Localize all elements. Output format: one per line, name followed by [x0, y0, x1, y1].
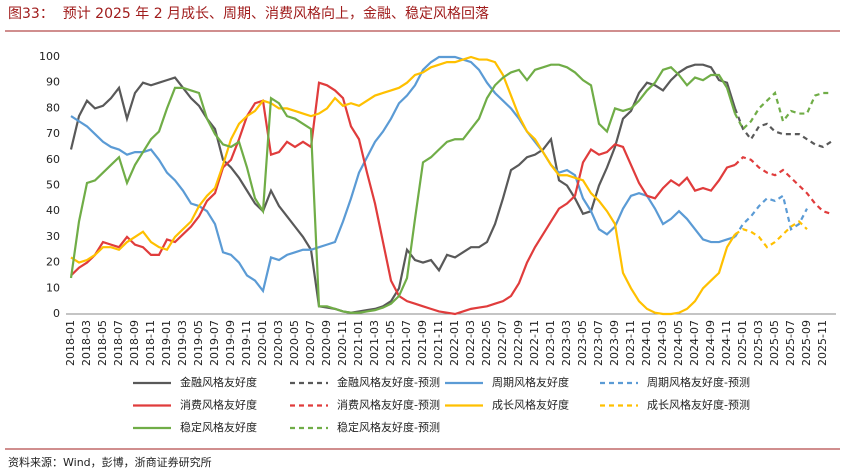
x-tick-label: 2022-01: [448, 320, 461, 366]
x-tick-label: 2022-03: [464, 320, 477, 366]
legend-label: 成长风格友好度: [492, 398, 569, 412]
y-tick-label: 50: [46, 179, 60, 192]
x-tick-label: 2022-11: [528, 320, 541, 366]
x-tick-label: 2025-03: [752, 320, 765, 366]
x-tick-label: 2020-01: [256, 320, 269, 366]
x-tick-label: 2023-11: [624, 320, 637, 366]
y-tick-label: 100: [39, 50, 60, 63]
x-tick-label: 2025-05: [768, 320, 781, 366]
x-tick-label: 2024-01: [640, 320, 653, 366]
y-tick-label: 60: [46, 153, 60, 166]
y-tick-label: 90: [46, 76, 60, 89]
x-tick-label: 2018-03: [80, 320, 93, 366]
source: 资料来源：Wind，彭博，浙商证券研究所: [8, 455, 212, 469]
x-tick-label: 2019-09: [224, 320, 237, 366]
y-tick-label: 30: [46, 230, 60, 243]
legend-label: 稳定风格友好度-预测: [337, 420, 440, 434]
legend-label: 稳定风格友好度: [180, 420, 257, 434]
x-tick-label: 2019-07: [208, 320, 221, 366]
chart-title: 图33： 预计 2025 年 2 月成长、周期、消费风格向上，金融、稳定风格回落: [8, 6, 489, 22]
x-tick-label: 2022-09: [512, 320, 525, 366]
legend-label: 周期风格友好度-预测: [647, 375, 750, 389]
y-tick-label: 0: [53, 307, 60, 320]
x-tick-label: 2021-09: [416, 320, 429, 366]
y-tick-label: 70: [46, 127, 60, 140]
legend-label: 金融风格友好度-预测: [337, 375, 440, 389]
x-tick-label: 2022-05: [480, 320, 493, 366]
series-line: [734, 155, 832, 215]
y-tick-label: 80: [46, 101, 60, 114]
x-tick-label: 2024-07: [688, 320, 701, 366]
x-tick-label: 2023-05: [576, 320, 589, 366]
x-tick-label: 2019-03: [176, 320, 189, 366]
series-line: [70, 55, 736, 316]
x-tick-label: 2019-11: [240, 320, 253, 366]
legend-label: 消费风格友好度-预测: [337, 398, 440, 412]
x-tick-label: 2021-05: [384, 320, 397, 366]
x-tick-label: 2024-11: [720, 320, 733, 366]
legend-label: 周期风格友好度: [492, 375, 569, 389]
series-line: [733, 108, 832, 149]
series-line: [69, 63, 737, 314]
x-tick-label: 2024-09: [704, 320, 717, 366]
x-tick-label: 2025-01: [736, 320, 749, 366]
x-tick-label: 2023-03: [560, 320, 573, 366]
x-tick-label: 2020-03: [272, 320, 285, 366]
legend-label: 成长风格友好度-预测: [647, 398, 750, 412]
x-tick-label: 2020-05: [288, 320, 301, 366]
series-line: [734, 194, 808, 238]
x-tick-label: 2021-03: [368, 320, 381, 366]
series-line: [69, 63, 737, 314]
x-tick-label: 2018-05: [96, 320, 109, 366]
x-tick-label: 2021-01: [352, 320, 365, 366]
series-line: [734, 90, 831, 131]
x-tick-label: 2023-07: [592, 320, 605, 366]
x-tick-label: 2018-07: [112, 320, 125, 366]
y-tick-label: 20: [46, 256, 60, 269]
legend-label: 消费风格友好度: [180, 398, 257, 412]
x-tick-label: 2019-01: [160, 320, 173, 366]
x-tick-label: 2024-03: [656, 320, 669, 366]
x-tick-label: 2020-07: [304, 320, 317, 366]
x-tick-label: 2018-01: [64, 320, 77, 366]
x-tick-label: 2019-05: [192, 320, 205, 366]
x-tick-label: 2022-07: [496, 320, 509, 366]
x-tick-label: 2021-11: [432, 320, 445, 366]
x-tick-label: 2018-11: [144, 320, 157, 366]
x-tick-label: 2020-11: [336, 320, 349, 366]
x-tick-label: 2025-11: [816, 320, 829, 366]
x-tick-label: 2018-09: [128, 320, 141, 366]
x-tick-label: 2023-01: [544, 320, 557, 366]
x-tick-label: 2025-07: [784, 320, 797, 366]
x-tick-label: 2023-09: [608, 320, 621, 366]
series-line: [70, 81, 736, 316]
series-line: [70, 55, 736, 294]
y-tick-label: 10: [46, 281, 60, 294]
y-tick-label: 40: [46, 204, 60, 217]
x-tick-label: 2025-09: [800, 320, 813, 366]
x-tick-label: 2024-05: [672, 320, 685, 366]
x-tick-label: 2020-09: [320, 320, 333, 366]
legend-label: 金融风格友好度: [180, 375, 257, 389]
x-tick-label: 2021-07: [400, 320, 413, 366]
series-line: [734, 220, 808, 249]
